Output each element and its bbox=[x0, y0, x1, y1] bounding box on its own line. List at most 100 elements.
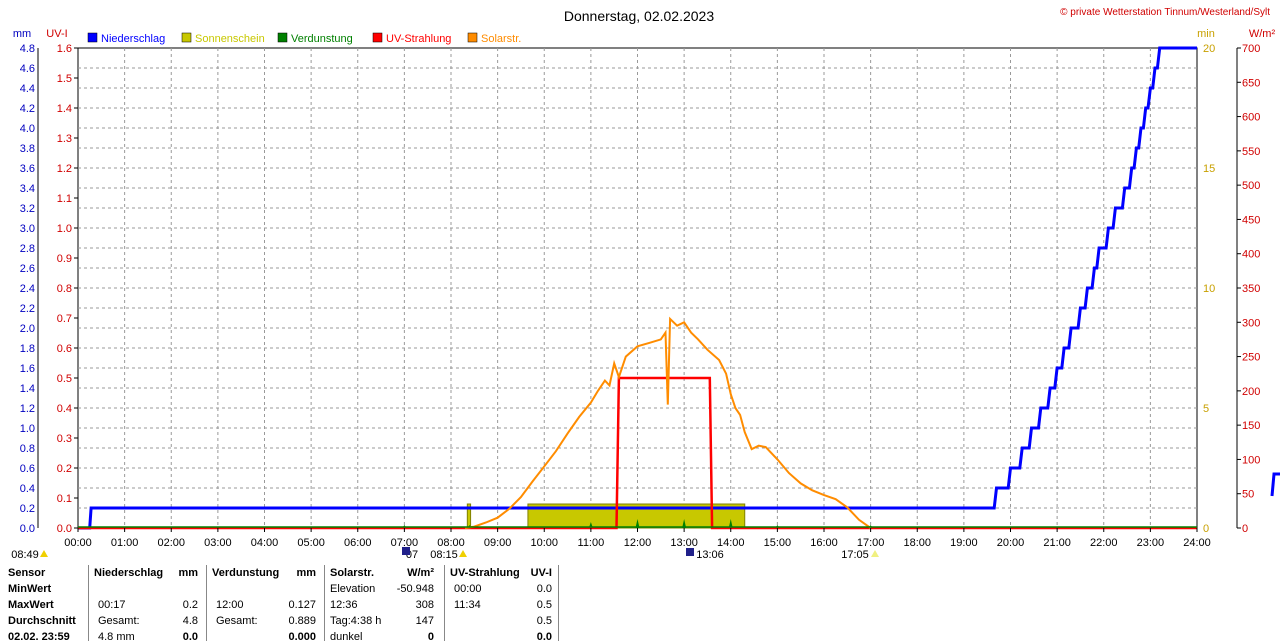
tick-mm: 0.6 bbox=[20, 463, 35, 475]
time-marker-5: 17:05 bbox=[841, 549, 869, 561]
tick-x: 06:00 bbox=[344, 537, 372, 549]
tick-mm: 1.0 bbox=[20, 423, 35, 435]
stats-header-niederschlag: Niederschlag bbox=[94, 567, 164, 579]
weather-chart: Donnerstag, 02.02.2023 © private Wetters… bbox=[11, 7, 1280, 561]
sunrise-icon bbox=[40, 550, 48, 557]
stats-uv-value: 0.5 bbox=[536, 615, 552, 627]
tick-uv: 0.8 bbox=[57, 283, 72, 295]
stats-row-label: Durchschnitt bbox=[8, 615, 76, 627]
moon-marker-icon bbox=[686, 548, 694, 556]
tick-x: 03:00 bbox=[204, 537, 232, 549]
tick-min: 5 bbox=[1203, 403, 1209, 415]
stats-row-label: MaxWert bbox=[8, 599, 54, 611]
tick-x: 21:00 bbox=[1043, 537, 1071, 549]
tick-x: 11:00 bbox=[578, 537, 605, 549]
axis-unit-min: min bbox=[1197, 28, 1215, 40]
tick-uv: 1.6 bbox=[57, 43, 72, 55]
stats-header-verdunstung: Verdunstung bbox=[212, 567, 280, 579]
tick-wm2: 0 bbox=[1242, 523, 1248, 535]
stats-unit-verdunstung: mm bbox=[296, 567, 316, 579]
stats-verdunstung-label: Gesamt: bbox=[216, 615, 258, 627]
tick-uv: 0.7 bbox=[57, 313, 72, 325]
tick-wm2: 400 bbox=[1242, 249, 1260, 261]
tick-x: 23:00 bbox=[1137, 537, 1165, 549]
copyright-text: © private Wetterstation Tinnum/Westerlan… bbox=[1060, 7, 1270, 18]
tick-uv: 0.3 bbox=[57, 433, 72, 445]
legend-label-1: Niederschlag bbox=[101, 33, 165, 45]
legend-swatch-1 bbox=[87, 32, 98, 43]
tick-mm: 0.4 bbox=[20, 483, 35, 495]
tick-mm: 3.6 bbox=[20, 163, 35, 175]
tick-mm: 0.2 bbox=[20, 503, 35, 515]
tick-wm2: 450 bbox=[1242, 214, 1260, 226]
tick-uv: 1.2 bbox=[57, 163, 72, 175]
tick-x: 00:00 bbox=[64, 537, 92, 549]
tick-min: 10 bbox=[1203, 283, 1215, 295]
tick-wm2: 550 bbox=[1242, 146, 1260, 158]
tick-uv: 0.6 bbox=[57, 343, 72, 355]
stats-unit-uv: UV-I bbox=[530, 567, 552, 579]
tick-uv: 0.5 bbox=[57, 373, 72, 385]
tick-mm: 2.0 bbox=[20, 323, 35, 335]
legend-swatch-3 bbox=[277, 32, 288, 43]
tick-mm: 2.8 bbox=[20, 243, 35, 255]
chart-marks bbox=[78, 46, 1280, 530]
stats-column-separator bbox=[444, 565, 445, 641]
tick-x: 15:00 bbox=[764, 537, 792, 549]
tick-uv: 0.0 bbox=[57, 523, 72, 535]
stats-niederschlag-value: 0.2 bbox=[182, 599, 198, 611]
tick-x: 16:00 bbox=[810, 537, 838, 549]
stats-solar-value: 308 bbox=[415, 599, 434, 611]
legend-label-2: Sonnenschein bbox=[195, 33, 265, 45]
tick-uv: 0.9 bbox=[57, 253, 72, 265]
stats-niederschlag-label: 00:17 bbox=[98, 599, 126, 611]
time-marker-4: 13:06 bbox=[696, 549, 724, 561]
stats-uv-label: 11:34 bbox=[454, 599, 481, 611]
stats-solar-value: 147 bbox=[415, 615, 434, 627]
tick-mm: 3.2 bbox=[20, 203, 35, 215]
stats-verdunstung-label: 12:00 bbox=[216, 599, 244, 611]
axis-unit-uv: UV-I bbox=[46, 28, 67, 40]
tick-mm: 4.2 bbox=[20, 103, 35, 115]
stats-niederschlag-value: 4.8 bbox=[182, 615, 198, 627]
axis-unit-wm2: W/m² bbox=[1249, 28, 1276, 40]
tick-wm2: 600 bbox=[1242, 112, 1260, 124]
tick-wm2: 50 bbox=[1242, 489, 1254, 501]
stats-verdunstung-value: 0.127 bbox=[288, 599, 316, 611]
legend-label-5: Solarstr. bbox=[481, 33, 521, 45]
stats-unit-niederschlag: mm bbox=[178, 567, 198, 579]
tick-uv: 1.5 bbox=[57, 73, 72, 85]
series-line-uvstrahlung bbox=[78, 376, 1197, 530]
tick-x: 09:00 bbox=[484, 537, 512, 549]
tick-wm2: 100 bbox=[1242, 454, 1260, 466]
stats-niederschlag-label: Gesamt: bbox=[98, 615, 140, 627]
legend-swatch-4 bbox=[372, 32, 383, 43]
stats-header-uv: UV-Strahlung bbox=[450, 567, 520, 579]
stats-row-label: MinWert bbox=[8, 583, 52, 595]
evaporation-mark-4 bbox=[635, 519, 640, 528]
series-line-niederschlag bbox=[78, 46, 1197, 530]
evaporation-mark-6 bbox=[728, 519, 733, 528]
series-line-solarstr bbox=[464, 316, 872, 529]
stats-uv-value: 0.5 bbox=[536, 599, 552, 611]
legend: Niederschlag Sonnenschein Verdunstung UV-St… bbox=[87, 32, 521, 45]
stats-table: Sensor MinWert MaxWert Durchschnitt 02.02. 2… bbox=[0, 565, 560, 643]
legend-label-4: UV-Strahlung bbox=[386, 33, 451, 45]
next-day-precip-fragment bbox=[1270, 472, 1280, 497]
tick-wm2: 250 bbox=[1242, 352, 1260, 364]
sun-marker-icon bbox=[459, 550, 467, 557]
tick-mm: 4.8 bbox=[20, 43, 35, 55]
evaporation-mark-5 bbox=[682, 519, 687, 528]
tick-mm: 4.4 bbox=[20, 83, 35, 95]
tick-wm2: 150 bbox=[1242, 420, 1260, 432]
tick-x: 14:00 bbox=[717, 537, 745, 549]
axis-units: mm UV-I min W/m² bbox=[13, 28, 1276, 40]
tick-mm: 2.2 bbox=[20, 303, 35, 315]
tick-wm2: 650 bbox=[1242, 77, 1260, 89]
stats-niederschlag-label: 4.8 mm bbox=[98, 631, 135, 643]
tick-uv: 1.1 bbox=[57, 193, 72, 205]
tick-wm2: 350 bbox=[1242, 283, 1260, 295]
tick-mm: 1.4 bbox=[20, 383, 35, 395]
tick-min: 20 bbox=[1203, 43, 1215, 55]
stats-verdunstung-value: 0.889 bbox=[288, 615, 316, 627]
